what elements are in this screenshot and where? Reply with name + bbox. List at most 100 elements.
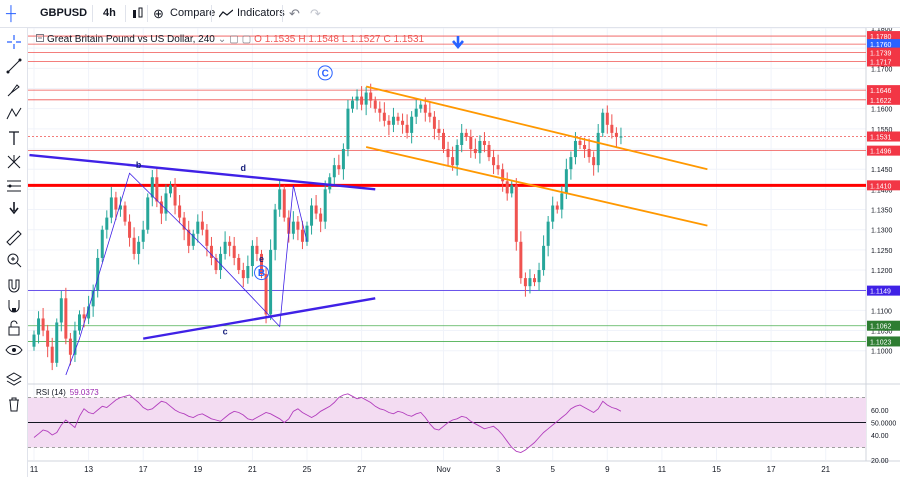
candle (155, 177, 159, 202)
candle (455, 144, 459, 166)
y-tick-label: 1.1250 (871, 248, 893, 255)
wave-label: C (322, 68, 329, 79)
price-label: 1.1622 (870, 98, 892, 105)
candle (137, 241, 141, 254)
candle (446, 149, 450, 158)
price-chart[interactable]: 11 13 17 19 21 25 27 Nov 3 5 9 11 15 17 21 1.1000 1.1050… (28, 28, 900, 477)
price-label: 1.1780 (870, 34, 892, 41)
rsi-tick-label: 40.00 (871, 433, 889, 440)
arrow-down-icon[interactable] (4, 198, 24, 218)
indicators-icon[interactable] (218, 0, 234, 27)
pitchfork-icon[interactable] (4, 152, 24, 172)
price-label-box (867, 94, 900, 105)
candle (505, 181, 509, 194)
candle (237, 257, 241, 271)
candle (223, 241, 227, 254)
candle (573, 140, 577, 158)
ruler-icon[interactable] (4, 228, 24, 248)
trend-line-icon[interactable] (4, 56, 24, 76)
legend-open: O 1.1535 (254, 34, 296, 45)
price-label: 1.1739 (870, 51, 892, 58)
interval-button[interactable]: 4h (103, 7, 116, 19)
candle (432, 116, 436, 129)
y-tick-label: 1.1550 (871, 127, 893, 134)
candle (546, 221, 550, 246)
legend-toggle-icon[interactable]: ▢ (229, 34, 239, 45)
price-label-box (867, 56, 900, 67)
candle (105, 217, 109, 230)
candle (410, 116, 414, 133)
y-tick-label: 1.1400 (871, 187, 893, 194)
candle (314, 205, 318, 214)
symbol-button[interactable]: GBPUSD (40, 7, 88, 19)
candle (82, 314, 86, 319)
candle (91, 290, 95, 307)
x-tick-label: 19 (193, 465, 202, 474)
zigzag-pattern (65, 172, 308, 376)
candle (596, 132, 600, 166)
candle (132, 237, 136, 254)
magnet-icon[interactable] (4, 276, 24, 296)
candle (291, 221, 295, 234)
x-tick-label: 21 (821, 465, 830, 474)
candle (123, 205, 127, 222)
candle (209, 245, 213, 258)
legend-dropdown-icon[interactable]: ⌄ (217, 34, 227, 45)
trash-icon[interactable] (4, 394, 24, 414)
collapse-icon[interactable] (36, 34, 44, 42)
redo-icon[interactable]: ↷ (310, 6, 321, 21)
toolbar-divider (147, 5, 148, 22)
layers-icon[interactable] (4, 370, 24, 390)
channel-line-lower (365, 146, 708, 227)
candle (250, 245, 254, 267)
chart-type-icon[interactable] (132, 0, 144, 27)
candle (146, 197, 150, 230)
candle (78, 314, 81, 331)
fib-icon[interactable] (4, 176, 24, 196)
candle (619, 136, 623, 138)
candle (592, 157, 596, 166)
x-tick-label: 17 (767, 465, 776, 474)
candle (583, 144, 587, 150)
candle (378, 108, 382, 113)
candle (501, 169, 505, 182)
candle (282, 189, 286, 218)
price-label: 1.1531 (870, 135, 892, 142)
lock-icon[interactable] (4, 318, 24, 338)
trend-line (142, 297, 376, 340)
text-icon[interactable] (4, 128, 24, 148)
candle (601, 112, 605, 133)
pattern-icon[interactable] (4, 104, 24, 124)
compare-button[interactable]: Compare (170, 7, 216, 19)
y-tick-label: 1.1200 (871, 268, 893, 275)
candle (405, 124, 409, 133)
candle (341, 149, 345, 170)
legend-high: H 1.1548 (298, 34, 339, 45)
candle (187, 229, 191, 246)
compare-icon[interactable]: ⊕ (153, 6, 164, 21)
candle (141, 229, 145, 242)
candle (73, 330, 77, 355)
candle (109, 197, 113, 218)
zoom-icon[interactable] (4, 250, 24, 270)
drawing-toolbar (0, 28, 28, 477)
candle (510, 185, 514, 194)
brush-icon[interactable] (4, 80, 24, 100)
price-label: 1.1023 (870, 339, 892, 346)
price-label-box (867, 180, 900, 191)
y-tick-label: 1.1050 (871, 329, 893, 336)
lock-drawing-icon[interactable] (4, 296, 24, 316)
candle (351, 100, 354, 109)
crosshair-icon[interactable] (4, 32, 24, 52)
x-tick-label: 27 (357, 465, 366, 474)
toolbar-divider (211, 5, 212, 22)
candle (369, 92, 373, 101)
eye-icon[interactable] (4, 340, 24, 360)
undo-icon[interactable]: ↶ (289, 6, 300, 21)
price-label-box (867, 47, 900, 58)
candle (587, 149, 591, 158)
candle (219, 253, 223, 271)
indicators-button[interactable]: Indicators (237, 7, 285, 19)
candle (382, 112, 386, 121)
legend-toggle-icon[interactable]: ▢ (241, 34, 252, 45)
